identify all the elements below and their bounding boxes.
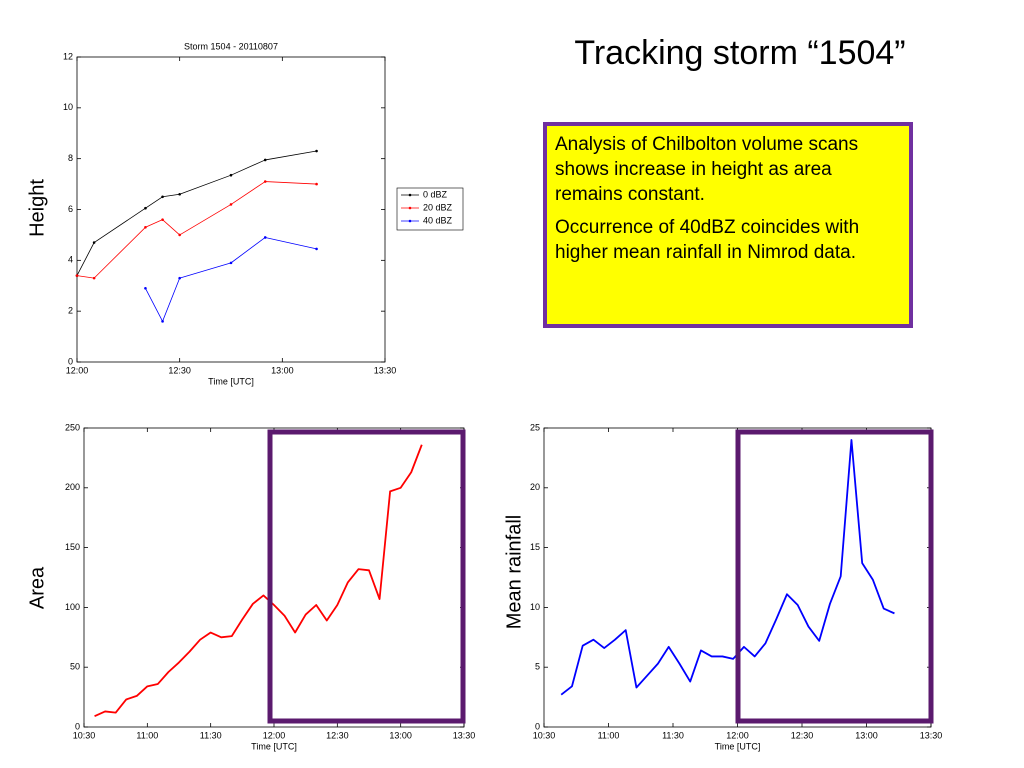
y-tick-label: 0 (535, 721, 540, 731)
y-tick-label: 10 (63, 102, 73, 112)
y-tick-label: 2 (68, 306, 73, 316)
point (161, 320, 164, 323)
x-tick-label: 12:30 (168, 365, 191, 375)
y-tick-label: 250 (65, 422, 80, 432)
point (229, 261, 233, 265)
point (75, 274, 79, 277)
highlight-box (267, 429, 466, 724)
series-line (560, 439, 895, 696)
y-tick-label: 5 (535, 662, 540, 672)
y-axis-label: Height (26, 179, 48, 237)
point (92, 241, 96, 244)
point (178, 233, 181, 237)
x-tick-label: 11:30 (200, 730, 222, 740)
y-axis-label: Mean rainfall (503, 515, 525, 630)
x-tick-label: 12:00 (263, 730, 286, 740)
series-line (145, 237, 317, 322)
legend-marker (408, 206, 412, 210)
point (229, 203, 233, 206)
point (315, 247, 318, 251)
point (144, 206, 147, 210)
y-tick-label: 0 (68, 356, 73, 366)
series-line (94, 444, 423, 718)
plot-frame (76, 56, 386, 363)
slide-title: Tracking storm “1504” (574, 34, 906, 72)
legend-marker (408, 219, 412, 223)
point (315, 182, 318, 186)
y-tick-label: 15 (530, 542, 540, 552)
y-tick-label: 200 (65, 482, 80, 492)
x-tick-label: 10:30 (73, 730, 96, 740)
x-tick-label: 13:30 (453, 730, 476, 740)
y-tick-label: 20 (530, 482, 540, 492)
point (161, 218, 164, 221)
x-tick-label: 13:00 (389, 730, 412, 740)
x-tick-label: 13:00 (855, 730, 878, 740)
x-tick-label: 12:30 (326, 730, 349, 740)
y-tick-label: 12 (63, 51, 73, 61)
x-tick-label: 12:00 (66, 365, 89, 375)
x-tick-label: 11:00 (598, 730, 620, 740)
x-tick-label: 10:30 (533, 730, 556, 740)
point (263, 236, 267, 239)
legend-label: 0 dBZ (423, 189, 448, 199)
x-tick-label: 12:30 (791, 730, 814, 740)
point (263, 180, 267, 183)
point (263, 158, 267, 162)
y-tick-label: 4 (68, 255, 73, 265)
point (178, 276, 181, 280)
y-tick-label: 0 (75, 721, 80, 731)
x-tick-label: 13:30 (374, 365, 397, 375)
text-box: Analysis of Chilbolton volume scans show… (543, 122, 913, 328)
paragraph: Analysis of Chilbolton volume scans show… (555, 134, 859, 205)
y-tick-label: 150 (65, 542, 80, 552)
y-tick-label: 25 (530, 422, 540, 432)
y-axis-label: Area (26, 566, 48, 609)
y-tick-label: 10 (530, 602, 540, 612)
point (92, 276, 96, 280)
highlight-box (735, 429, 934, 724)
y-tick-label: 100 (65, 602, 80, 612)
point (144, 286, 147, 290)
x-axis-label: Time [UTC] (251, 741, 297, 751)
x-tick-label: 11:30 (662, 730, 684, 740)
chart-title: Storm 1504 - 20110807 (184, 41, 278, 51)
legend-label: 40 dBZ (423, 215, 453, 225)
y-tick-label: 6 (68, 204, 73, 214)
paragraph: Occurrence of 40dBZ coincides with highe… (555, 217, 860, 263)
point (315, 149, 318, 153)
x-tick-label: 13:30 (920, 730, 943, 740)
point (161, 195, 164, 199)
point (229, 173, 233, 177)
series-line (76, 150, 317, 276)
legend-label: 20 dBZ (423, 202, 453, 212)
legend-marker (408, 193, 412, 197)
plot-frame (83, 427, 465, 728)
x-tick-label: 12:00 (726, 730, 749, 740)
x-axis-label: Time [UTC] (715, 741, 761, 751)
series-line (76, 181, 317, 279)
x-axis-label: Time [UTC] (208, 376, 254, 386)
point (178, 192, 181, 196)
x-tick-label: 13:00 (271, 365, 294, 375)
y-tick-label: 50 (70, 662, 80, 672)
point (144, 225, 147, 229)
y-tick-label: 8 (68, 153, 73, 163)
x-tick-label: 11:00 (136, 730, 158, 740)
